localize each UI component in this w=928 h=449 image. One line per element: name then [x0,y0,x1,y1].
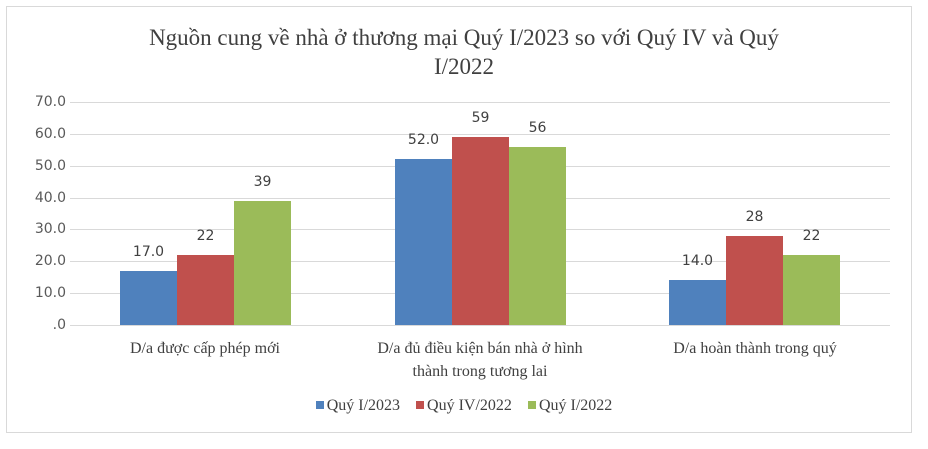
legend-swatch-q1-2023 [315,401,324,409]
bar [509,146,566,325]
data-label: 14.0 [681,253,714,270]
bar [669,280,726,325]
y-tick-label: 50.0 [34,158,66,174]
data-label: 59 [471,110,490,127]
data-label: 17.0 [132,243,165,260]
y-tick-label: 60.0 [34,126,66,142]
data-label: 28 [745,208,764,225]
bar [395,159,452,325]
legend-label-q1-2023: Quý I/2023 [326,397,401,414]
bar [120,270,177,325]
y-tick-label: 10.0 [34,285,66,301]
category-label: D/a đủ điều kiện bán nhà ở hình thành tro… [377,340,583,380]
legend-item-q1-2023: Quý I/2023 [315,397,401,415]
bar [452,137,509,325]
legend-swatch-q1-2022 [527,401,536,409]
y-tick-label: 20.0 [34,253,66,269]
bar [783,254,840,325]
category-label: D/a được cấp phép mới [130,340,280,357]
legend-item-q1-2022: Quý I/2022 [527,397,613,415]
chart-title-line-2: I/2022 [433,54,495,79]
y-tick-label: .0 [52,317,66,333]
data-label: 39 [253,173,272,190]
legend-label-q4-2022: Quý IV/2022 [427,397,512,414]
gridline [70,134,890,135]
category-label: D/a hoàn thành trong quý [673,340,837,357]
y-tick-label: 30.0 [34,221,66,237]
legend-item-q4-2022: Quý IV/2022 [416,397,512,415]
y-tick-label: 70.0 [34,94,66,110]
data-label: 52.0 [407,132,440,149]
data-label: 56 [528,119,547,136]
chart-title-line-1: Nguồn cung về nhà ở thương mại Quý I/202… [149,25,779,50]
gridline [70,325,890,326]
data-label: 22 [802,227,821,244]
data-label: 22 [196,227,215,244]
bar [726,235,783,325]
y-tick-label: 40.0 [34,190,66,206]
gridline [70,102,890,103]
legend-swatch-q4-2022 [416,401,425,409]
bar [234,200,291,325]
legend-label-q1-2022: Quý I/2022 [538,397,613,414]
bar [177,254,234,325]
legend: Quý I/2023 Quý IV/2022 Quý I/2022 [0,397,928,415]
